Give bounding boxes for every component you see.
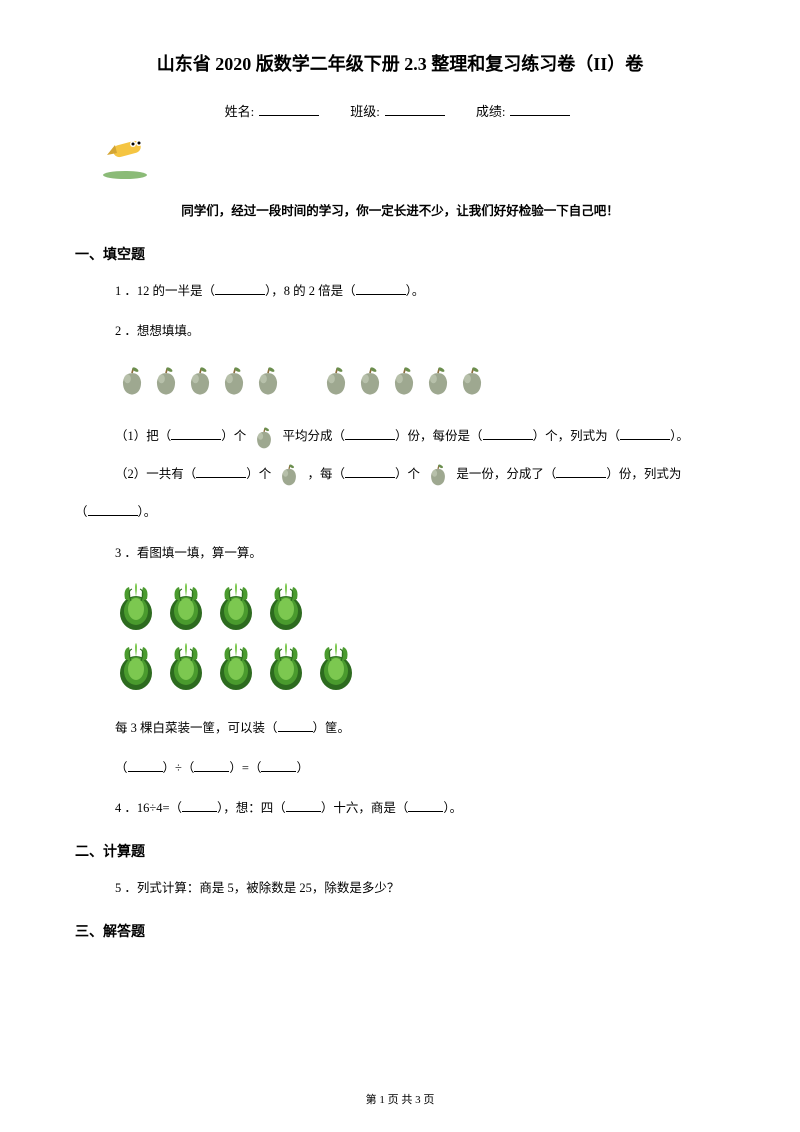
class-label: 班级: (350, 104, 380, 119)
score-label: 成绩: (476, 104, 506, 119)
q4a: 4 ．16÷4=（ (115, 801, 182, 815)
q1-text3: ）。 (406, 284, 425, 298)
q3a: 每 3 棵白菜装一筐，可以装（ (115, 721, 278, 735)
apple-icon (276, 461, 302, 489)
q2-2b: ）个 (246, 467, 271, 481)
question-3-eq: （ ）÷（ ）=（ ） (115, 756, 725, 781)
question-5: 5 ．列式计算：商是 5，被除数是 25，除数是多少？ (115, 876, 725, 901)
q2-1e: ）个，列式为（ (533, 429, 621, 443)
q2-2c: ，每（ (308, 467, 346, 481)
apple-group-1 (115, 364, 285, 398)
q3b: ）筐。 (313, 721, 351, 735)
q2-2a: （2）一共有（ (115, 467, 196, 481)
q2-1f: ）。 (670, 429, 689, 443)
question-4: 4 ．16÷4=（ ），想：四（ ）十六，商是（ ）。 (115, 796, 725, 821)
apple-group-2 (319, 364, 489, 398)
q3eqa: （ (115, 761, 128, 775)
pencil-icon (95, 135, 725, 185)
q3-blank1[interactable] (278, 718, 313, 732)
q3eqb: ）÷（ (163, 761, 195, 775)
apple-icon (251, 423, 277, 451)
q3-eq-blank3[interactable] (261, 758, 296, 772)
q3-eq-blank2[interactable] (194, 758, 229, 772)
q2-1-blank3[interactable] (483, 426, 533, 440)
q2-2f: ）份，列式为 (606, 467, 681, 481)
cabbage-rows (115, 581, 725, 696)
q2-2e: 是一份，分成了（ (456, 467, 556, 481)
q3-eq-blank1[interactable] (128, 758, 163, 772)
q2-1b: ）个 (221, 429, 246, 443)
q2-2-blank3[interactable] (556, 464, 606, 478)
q1-text2: ），8 的 2 倍是（ (265, 284, 356, 298)
q2-2-blank1[interactable] (196, 464, 246, 478)
q4-blank1[interactable] (182, 798, 217, 812)
info-line: 姓名: 班级: 成绩: (75, 101, 725, 120)
section-1-header: 一、填空题 (75, 244, 725, 264)
q1-blank1[interactable] (215, 281, 265, 295)
q3eqd: ） (296, 761, 309, 775)
question-2-1: （1）把（ ）个 平均分成（ ）份，每份是（ ）个，列式为（ ）。 (115, 423, 725, 451)
cabbage-row-1 (115, 581, 725, 636)
q4b: ），想：四（ (217, 801, 286, 815)
question-3-text: 每 3 棵白菜装一筐，可以装（ ）筐。 (115, 716, 725, 741)
q2-2h: ）。 (138, 505, 157, 519)
apple-row (115, 364, 725, 398)
apple-icon (425, 461, 451, 489)
section-2-header: 二、计算题 (75, 841, 725, 861)
q3eqc: ）=（ (229, 761, 261, 775)
score-blank[interactable] (510, 115, 570, 116)
section-3-header: 三、解答题 (75, 921, 725, 941)
q1-text: 1 ．12 的一半是（ (115, 284, 215, 298)
q4d: ）。 (443, 801, 462, 815)
encourage-text: 同学们，经过一段时间的学习，你一定长进不少，让我们好好检验一下自己吧！ (75, 200, 725, 219)
name-blank[interactable] (259, 115, 319, 116)
q2-2-blank2[interactable] (345, 464, 395, 478)
q2-2-blank4[interactable] (88, 502, 138, 516)
question-3-header: 3 ．看图填一填，算一算。 (115, 541, 725, 566)
question-2-2b: （ ）。 (75, 499, 725, 527)
class-blank[interactable] (385, 115, 445, 116)
q4c: ）十六，商是（ (321, 801, 409, 815)
q2-2g: （ (75, 505, 88, 519)
q2-1-blank4[interactable] (620, 426, 670, 440)
page-title: 山东省 2020 版数学二年级下册 2.3 整理和复习练习卷（II）卷 (75, 50, 725, 76)
question-1: 1 ．12 的一半是（ ），8 的 2 倍是（ ）。 (115, 279, 725, 304)
q2-1-blank2[interactable] (345, 426, 395, 440)
name-label: 姓名: (225, 104, 255, 119)
q2-1a: （1）把（ (115, 429, 171, 443)
page-footer: 第 1 页 共 3 页 (0, 1091, 800, 1107)
q2-1-blank1[interactable] (171, 426, 221, 440)
cabbage-row-2 (115, 641, 725, 696)
question-2-header: 2 ．想想填填。 (115, 319, 725, 344)
q4-blank3[interactable] (408, 798, 443, 812)
q2-2d: ）个 (395, 467, 420, 481)
question-2-2: （2）一共有（ ）个 ，每（ ）个 是一份，分成了（ ）份，列式为 (115, 461, 725, 489)
q1-blank2[interactable] (356, 281, 406, 295)
q4-blank2[interactable] (286, 798, 321, 812)
q2-1c: 平均分成（ (283, 429, 346, 443)
q2-1d: ）份，每份是（ (395, 429, 483, 443)
